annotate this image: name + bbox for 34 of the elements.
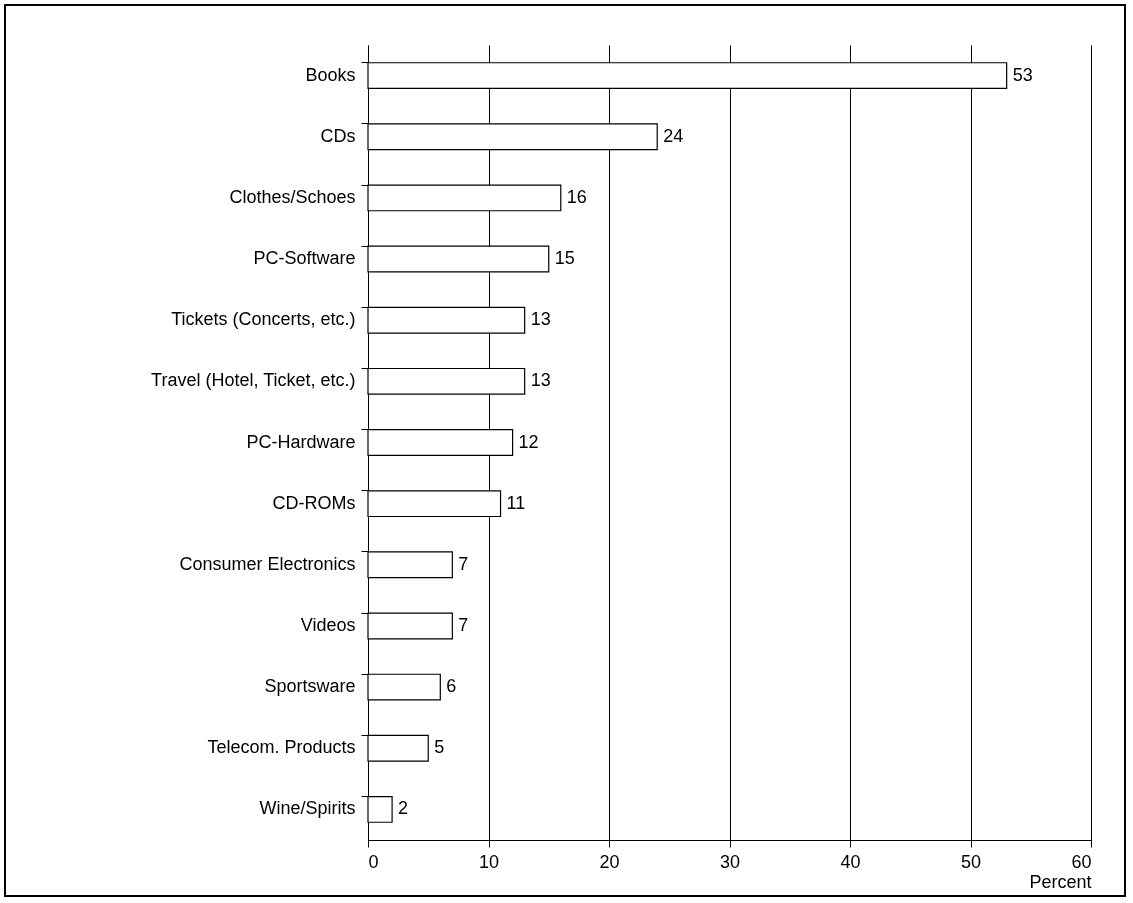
x-tick-label: 10 (478, 851, 500, 872)
y-tick-label: Travel (Hotel, Ticket, etc.) (151, 370, 356, 391)
x-tick-label: 0 (368, 851, 379, 872)
data-label: 16 (566, 186, 587, 207)
y-tick-label: Tickets (Concerts, etc.) (171, 309, 356, 330)
data-label: 7 (458, 553, 469, 574)
data-label: 2 (398, 798, 409, 819)
data-label: 13 (530, 370, 551, 391)
x-tick-label: 40 (840, 851, 861, 872)
y-tick-label: Books (305, 64, 356, 85)
y-tick-label: Consumer Electronics (179, 553, 356, 574)
x-tick-label: 30 (719, 851, 741, 872)
data-label: 6 (446, 676, 457, 697)
y-tick-label: Clothes/Schoes (229, 186, 356, 207)
y-tick-label: Telecom. Products (207, 737, 356, 758)
y-tick-label: Videos (300, 614, 356, 635)
data-label: 7 (458, 614, 469, 635)
data-label: 53 (1012, 64, 1033, 85)
x-axis-title: Percent (1029, 871, 1092, 892)
y-tick-label: PC-Hardware (246, 431, 356, 452)
data-label: 13 (530, 309, 551, 330)
data-label: 11 (506, 492, 526, 513)
y-tick-label: Sportsware (264, 676, 356, 697)
data-label: 15 (554, 248, 575, 269)
data-label: 24 (663, 125, 684, 146)
data-label: 12 (518, 431, 539, 452)
x-tick-label: 50 (960, 851, 982, 872)
y-tick-label: CD-ROMs (272, 492, 356, 513)
y-tick-label: PC-Software (253, 248, 356, 269)
y-tick-label: CDs (320, 125, 356, 146)
data-label: 5 (434, 737, 445, 758)
y-tick-label: Wine/Spirits (259, 798, 356, 819)
x-tick-label: 60 (1071, 851, 1092, 872)
x-tick-label: 20 (599, 851, 620, 872)
